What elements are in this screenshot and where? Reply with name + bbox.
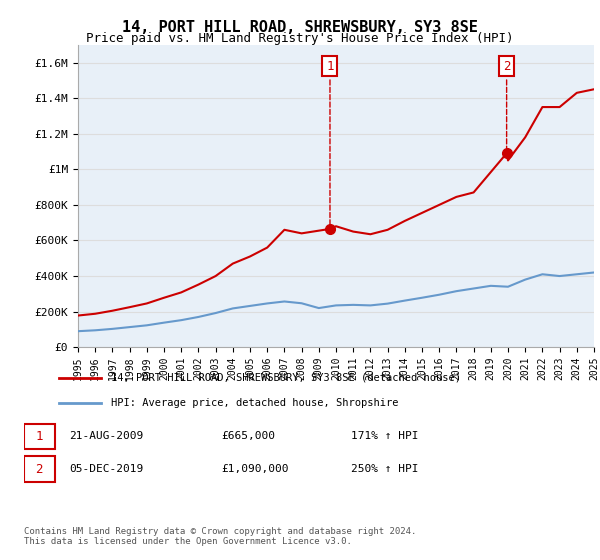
Text: 05-DEC-2019: 05-DEC-2019 [69, 464, 143, 474]
Text: 2: 2 [503, 60, 511, 151]
FancyBboxPatch shape [24, 456, 55, 482]
Text: 2: 2 [35, 463, 43, 475]
Text: £1,090,000: £1,090,000 [221, 464, 289, 474]
Text: 171% ↑ HPI: 171% ↑ HPI [351, 431, 419, 441]
Text: 1: 1 [35, 430, 43, 443]
Text: 1: 1 [326, 60, 334, 226]
Text: HPI: Average price, detached house, Shropshire: HPI: Average price, detached house, Shro… [112, 398, 399, 408]
Text: 14, PORT HILL ROAD, SHREWSBURY, SY3 8SE: 14, PORT HILL ROAD, SHREWSBURY, SY3 8SE [122, 20, 478, 35]
Text: 250% ↑ HPI: 250% ↑ HPI [351, 464, 419, 474]
Text: Price paid vs. HM Land Registry's House Price Index (HPI): Price paid vs. HM Land Registry's House … [86, 32, 514, 45]
FancyBboxPatch shape [24, 423, 55, 449]
Text: 21-AUG-2009: 21-AUG-2009 [69, 431, 143, 441]
Text: Contains HM Land Registry data © Crown copyright and database right 2024.
This d: Contains HM Land Registry data © Crown c… [24, 526, 416, 546]
Text: £665,000: £665,000 [221, 431, 275, 441]
Text: 14, PORT HILL ROAD, SHREWSBURY, SY3 8SE (detached house): 14, PORT HILL ROAD, SHREWSBURY, SY3 8SE … [112, 373, 461, 383]
